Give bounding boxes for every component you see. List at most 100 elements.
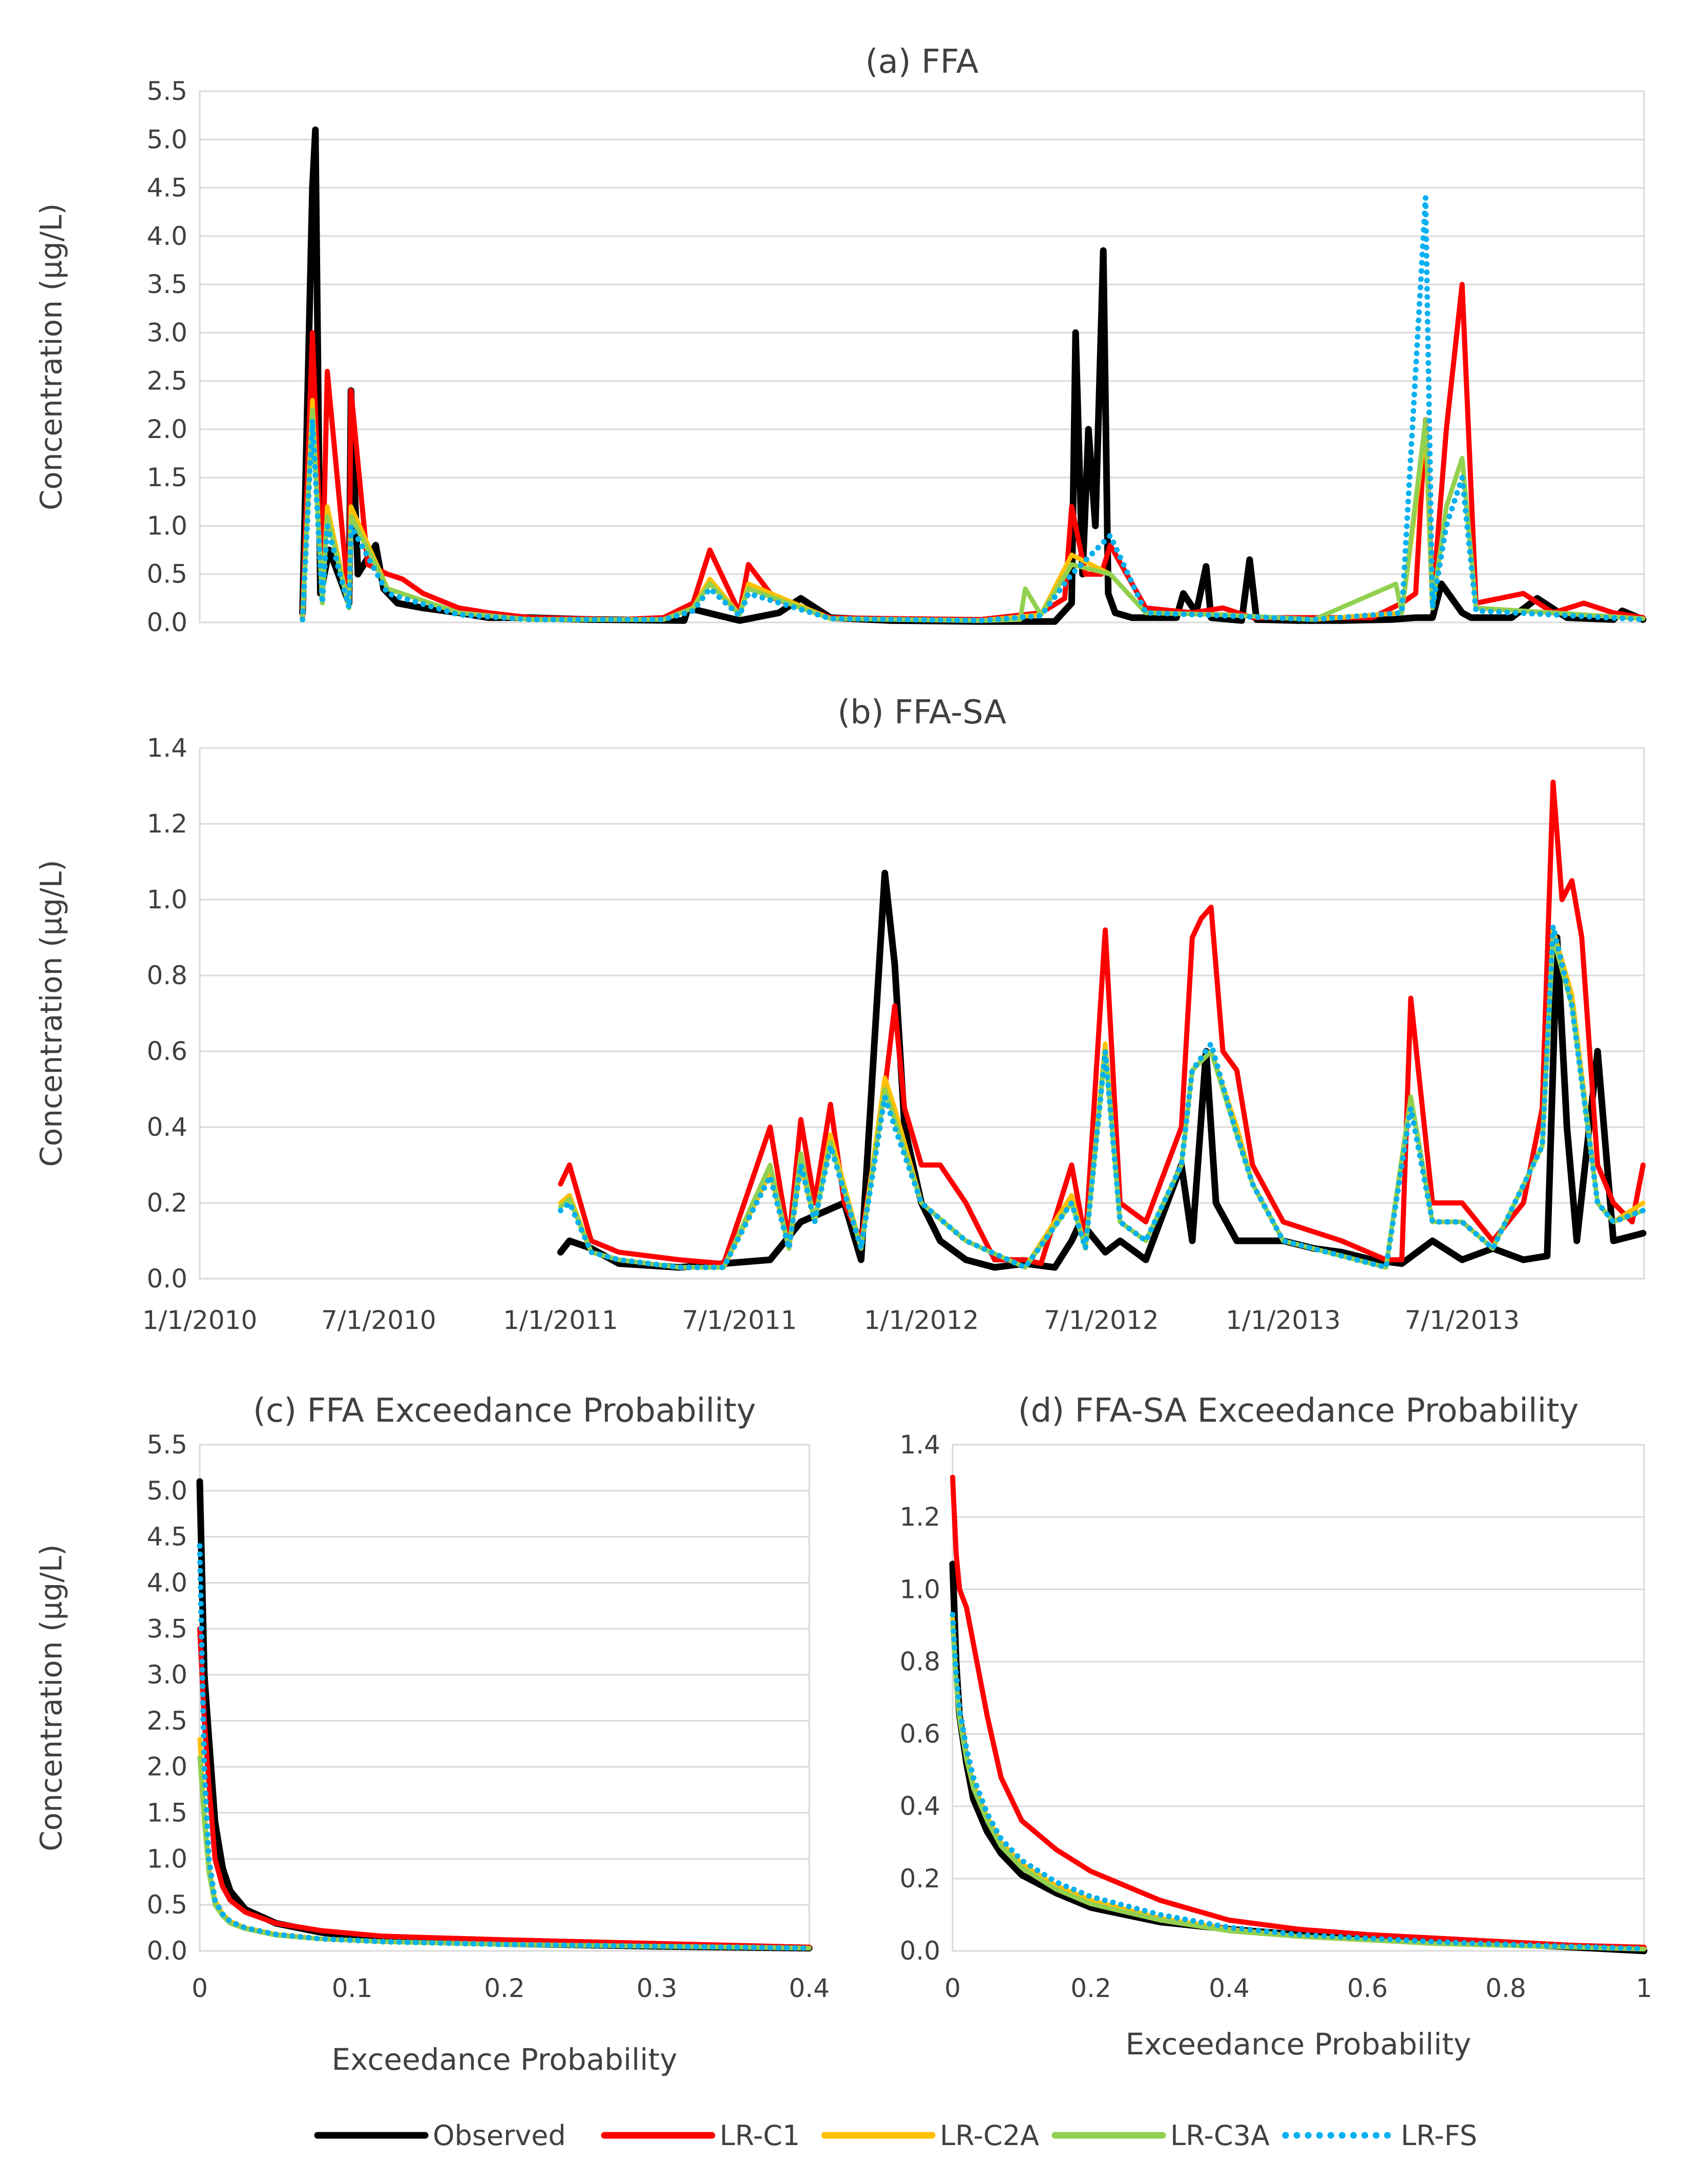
x-tick-label: 1/1/2012 — [864, 1305, 979, 1335]
y-tick-label: 0.8 — [146, 961, 187, 990]
y-tick-label: 1.2 — [899, 1502, 940, 1532]
y-tick-label: 4.5 — [146, 173, 187, 203]
x-tick-label: 0 — [944, 1973, 961, 2003]
x-tick-label: 7/1/2011 — [682, 1305, 797, 1335]
legend: Observed LR-C1 LR-C2A LR-C3A LR-FS — [314, 2119, 1477, 2152]
y-tick-label: 1.0 — [146, 511, 187, 540]
x-tick-label: 7/1/2013 — [1405, 1305, 1520, 1335]
series-line-lr-c1 — [197, 1626, 812, 1950]
chart-a: 0.0 0.5 1.0 1.5 2.0 2.5 3.0 3.5 4.0 4.5 5.0 5.5 (a) … — [34, 43, 1647, 637]
series-line-lr-fs — [197, 1543, 812, 1951]
y-tick-label: 0.4 — [146, 1112, 187, 1142]
y-tick-label: 2.0 — [146, 1752, 187, 1782]
x-tick-label: 0.4 — [1209, 1973, 1250, 2003]
legend-label: Observed — [433, 2119, 566, 2152]
series-group — [196, 1478, 813, 1952]
x-tick-label: 1/1/2010 — [142, 1305, 258, 1335]
x-tick-label: 0.4 — [789, 1973, 830, 2003]
series-line-observed — [949, 1561, 1648, 1954]
y-tick-label: 0.6 — [899, 1719, 940, 1749]
y-tick-label: 0.5 — [146, 1890, 187, 1920]
y-tick-label: 5.0 — [146, 124, 187, 154]
series-line-lr-c1 — [950, 1474, 1647, 1950]
chart-title: (d) FFA-SA Exceedance Probability — [1018, 1392, 1579, 1430]
x-tick-label: 0.6 — [1347, 1973, 1388, 2003]
x-tick-label: 0.2 — [1070, 1973, 1111, 2003]
series-line-observed — [557, 869, 1647, 1271]
series-group — [557, 779, 1647, 1271]
y-tick-label: 0.4 — [899, 1792, 940, 1821]
legend-label: LR-C2A — [940, 2119, 1039, 2152]
y-tick-label: 5.0 — [146, 1476, 187, 1506]
series-line-lr-c3a — [197, 1755, 812, 1951]
y-tick-label: 0.6 — [146, 1036, 187, 1066]
y-tick-label: 1.0 — [146, 1844, 187, 1874]
y-tick-label: 1.4 — [146, 733, 187, 763]
chart-title: (b) FFA-SA — [837, 694, 1006, 732]
y-tick-label: 0.2 — [146, 1188, 187, 1218]
x-tick-label: 1 — [1636, 1973, 1652, 2003]
y-tick-label: 0.0 — [146, 1264, 187, 1294]
y-axis-label: Concentration (µg/L) — [34, 1544, 69, 1852]
x-tick-label: 0.2 — [484, 1973, 525, 2003]
plot-area-c — [199, 1444, 810, 1952]
series-line-lr-c1 — [558, 779, 1646, 1266]
y-tick-label: 0.8 — [899, 1647, 940, 1676]
y-tick-label: 4.0 — [146, 1568, 187, 1597]
x-tick-label: 0.3 — [637, 1973, 678, 2003]
y-tick-label: 2.5 — [146, 366, 187, 396]
x-tick-label: 0.8 — [1485, 1973, 1526, 2003]
chart-b: 0.0 0.2 0.4 0.6 0.8 1.0 1.2 1.4 1/1/2010 7/1/2010… — [34, 694, 1647, 1335]
x-tick-label: 1/1/2013 — [1226, 1305, 1341, 1335]
y-tick-label: 0.0 — [146, 1936, 187, 1966]
y-axis-label: Concentration (µg/L) — [34, 860, 69, 1167]
series-group — [949, 1474, 1648, 1954]
x-tick-label: 0.1 — [332, 1973, 373, 2003]
y-tick-label: 1.2 — [146, 809, 187, 839]
y-tick-label: 5.5 — [146, 76, 187, 106]
series-line-lr-fs — [558, 923, 1646, 1271]
y-tick-label: 1.5 — [146, 1798, 187, 1828]
y-tick-label: 3.5 — [146, 1614, 187, 1644]
x-tick-label: 0 — [192, 1973, 208, 2003]
y-tick-label: 4.0 — [146, 221, 187, 251]
y-tick-label: 1.0 — [146, 885, 187, 914]
legend-label: LR-FS — [1401, 2119, 1477, 2152]
y-tick-label: 0.2 — [899, 1864, 940, 1894]
y-tick-label: 0.5 — [146, 559, 187, 589]
y-tick-label: 4.5 — [146, 1522, 187, 1552]
y-tick-label: 3.5 — [146, 269, 187, 299]
y-tick-label: 2.0 — [146, 414, 187, 444]
y-tick-label: 0.0 — [899, 1936, 940, 1966]
x-tick-label: 7/1/2012 — [1044, 1305, 1159, 1335]
y-tick-label: 1.4 — [899, 1430, 940, 1460]
series-line-observed — [196, 1478, 813, 1952]
x-tick-label: 7/1/2010 — [321, 1305, 436, 1335]
plot-area-d — [952, 1444, 1645, 1952]
y-tick-label: 3.0 — [146, 318, 187, 347]
x-axis-label: Exceedance Probability — [332, 2042, 678, 2077]
chart-title: (c) FFA Exceedance Probability — [253, 1392, 756, 1430]
y-tick-label: 2.5 — [146, 1706, 187, 1736]
series-line-lr-c1 — [300, 282, 1646, 622]
y-tick-label: 3.0 — [146, 1660, 187, 1690]
x-tick-label: 1/1/2011 — [503, 1305, 618, 1335]
legend-label: LR-C3A — [1170, 2119, 1270, 2152]
series-line-lr-c3a — [950, 1623, 1647, 1951]
x-axis-label: Exceedance Probability — [1126, 2027, 1471, 2062]
chart-c: 0.0 0.5 1.0 1.5 2.0 2.5 3.0 3.5 4.0 4.5 5.0 5.5 0 0.1… — [34, 1392, 830, 2077]
series-line-lr-fs — [950, 1612, 1647, 1952]
legend-label: LR-C1 — [720, 2119, 800, 2152]
series-line-lr-c2a — [950, 1616, 1647, 1951]
series-line-lr-c2a — [197, 1737, 812, 1951]
series-group — [299, 126, 1647, 625]
chart-d: 0.0 0.2 0.4 0.6 0.8 1.0 1.2 1.4 0 0.2 0.4 0.6 0.8 1 (d… — [899, 1392, 1652, 2062]
y-axis-label: Concentration (µg/L) — [34, 203, 69, 511]
y-tick-label: 0.0 — [146, 608, 187, 637]
chart-title: (a) FFA — [865, 43, 978, 81]
series-line-lr-fs — [300, 194, 1646, 623]
y-tick-label: 1.5 — [146, 463, 187, 492]
y-tick-label: 5.5 — [146, 1430, 187, 1460]
y-tick-label: 1.0 — [899, 1574, 940, 1604]
